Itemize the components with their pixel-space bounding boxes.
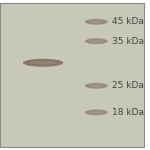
Ellipse shape xyxy=(23,59,63,67)
Ellipse shape xyxy=(89,85,103,87)
Ellipse shape xyxy=(85,110,108,115)
Ellipse shape xyxy=(85,83,108,89)
Ellipse shape xyxy=(89,21,103,23)
Text: 25 kDa: 25 kDa xyxy=(112,81,144,90)
Text: 18 kDa: 18 kDa xyxy=(112,108,144,117)
FancyBboxPatch shape xyxy=(0,3,144,147)
Ellipse shape xyxy=(85,19,108,25)
Text: 45 kDa: 45 kDa xyxy=(112,17,144,26)
Ellipse shape xyxy=(89,111,103,113)
Ellipse shape xyxy=(89,40,103,42)
Text: 35 kDa: 35 kDa xyxy=(112,37,144,46)
Ellipse shape xyxy=(85,38,108,44)
Ellipse shape xyxy=(29,61,57,64)
